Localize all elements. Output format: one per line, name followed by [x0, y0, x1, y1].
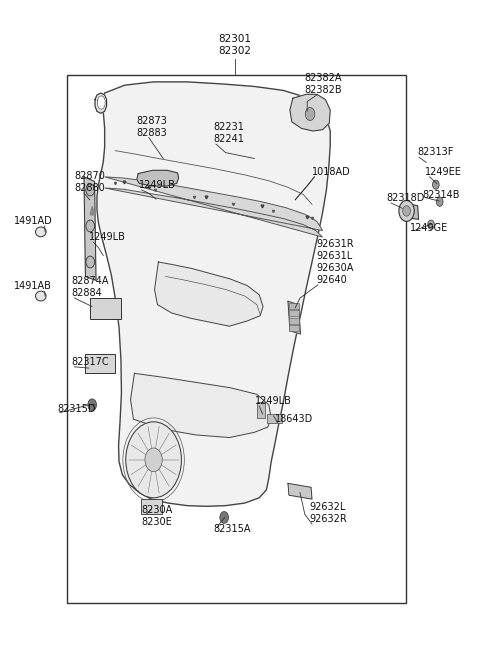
Text: 1249GE: 1249GE	[410, 223, 449, 233]
Circle shape	[88, 399, 96, 411]
Polygon shape	[288, 483, 312, 499]
Circle shape	[399, 200, 414, 221]
Text: 82318D: 82318D	[386, 193, 425, 203]
Text: 82301
82302: 82301 82302	[219, 33, 252, 56]
Text: 1491AB: 1491AB	[14, 282, 52, 291]
Text: 1249LB: 1249LB	[139, 180, 176, 190]
Polygon shape	[288, 301, 300, 334]
Text: 82873
82883: 82873 82883	[137, 115, 168, 138]
FancyBboxPatch shape	[257, 402, 265, 418]
Text: 92631R
92631L
92630A
92640: 92631R 92631L 92630A 92640	[317, 239, 354, 285]
FancyBboxPatch shape	[90, 298, 121, 319]
Circle shape	[428, 220, 434, 229]
Text: 18643D: 18643D	[275, 414, 313, 424]
Circle shape	[403, 206, 410, 216]
FancyBboxPatch shape	[289, 318, 299, 324]
Text: 82315D: 82315D	[58, 404, 96, 414]
Text: 1491AD: 1491AD	[14, 216, 53, 226]
Text: 1249LB: 1249LB	[89, 233, 126, 242]
Text: 82314B: 82314B	[422, 190, 460, 200]
Text: 1249EE: 1249EE	[425, 167, 462, 177]
FancyBboxPatch shape	[267, 414, 282, 423]
Polygon shape	[84, 177, 96, 280]
Polygon shape	[105, 177, 323, 237]
Text: 82313F: 82313F	[418, 147, 454, 157]
Ellipse shape	[36, 227, 46, 237]
Circle shape	[86, 256, 95, 268]
Circle shape	[432, 180, 439, 189]
FancyBboxPatch shape	[289, 303, 299, 309]
Polygon shape	[90, 206, 95, 215]
Text: 92632L
92632R: 92632L 92632R	[310, 502, 348, 524]
Polygon shape	[137, 170, 179, 186]
Polygon shape	[131, 373, 271, 438]
Polygon shape	[97, 96, 105, 109]
Text: 82231
82241: 82231 82241	[214, 122, 244, 144]
Text: 1249LB: 1249LB	[255, 396, 292, 406]
Circle shape	[126, 422, 181, 498]
Text: 82315A: 82315A	[214, 524, 251, 534]
FancyBboxPatch shape	[289, 310, 299, 316]
Polygon shape	[402, 203, 419, 219]
Circle shape	[436, 197, 443, 206]
Circle shape	[86, 220, 95, 232]
Text: 82874A
82884: 82874A 82884	[71, 276, 108, 298]
Circle shape	[305, 107, 315, 121]
Bar	[67, 75, 406, 603]
Text: 1018AD: 1018AD	[312, 167, 351, 177]
Polygon shape	[97, 82, 330, 506]
Polygon shape	[290, 94, 330, 131]
Circle shape	[220, 512, 228, 523]
Ellipse shape	[36, 291, 46, 301]
FancyBboxPatch shape	[85, 354, 115, 373]
Text: 8230A
8230E: 8230A 8230E	[142, 505, 173, 527]
FancyBboxPatch shape	[289, 325, 299, 331]
Text: 82317C: 82317C	[71, 357, 108, 367]
Polygon shape	[155, 262, 263, 326]
Text: 82382A
82382B: 82382A 82382B	[305, 73, 342, 95]
Text: 82870
82880: 82870 82880	[74, 171, 105, 193]
Circle shape	[86, 184, 95, 196]
Polygon shape	[95, 93, 107, 113]
Circle shape	[145, 448, 162, 472]
FancyBboxPatch shape	[141, 499, 162, 514]
